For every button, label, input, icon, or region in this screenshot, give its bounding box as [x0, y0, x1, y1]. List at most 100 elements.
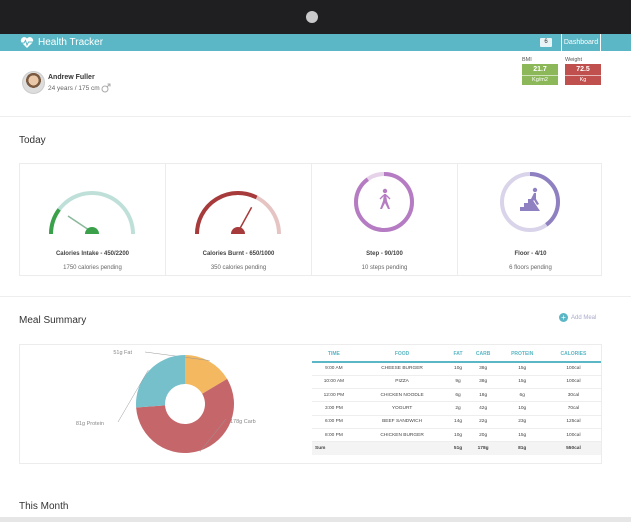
table-cell: CHICKEN NOODLE — [355, 388, 449, 403]
table-cell: 14g — [448, 415, 468, 429]
ring-value — [354, 172, 414, 232]
add-meal-button[interactable]: + Add Meal — [559, 313, 596, 322]
table-cell: 70cal — [545, 401, 601, 416]
table-cell: 15g — [498, 375, 546, 390]
steps-ring — [354, 172, 414, 232]
floors-card: Floor - 4/10 6 floors pending — [458, 164, 603, 275]
table-cell: 15g — [498, 428, 546, 443]
app-title: Health Tracker — [38, 37, 104, 48]
table-cell: 81g — [498, 441, 546, 456]
table-cell: 10:00 AM — [312, 375, 356, 390]
table-cell: 125cal — [545, 415, 601, 429]
plus-icon: + — [559, 313, 568, 322]
divider — [0, 296, 631, 297]
donut-slice — [135, 355, 185, 408]
table-cell: 100cal — [545, 428, 601, 443]
floors-ring — [500, 172, 560, 232]
table-cell: 51g — [448, 441, 468, 456]
table-cell: YOGURT — [355, 401, 449, 416]
table-cell: 9g — [448, 375, 468, 390]
table-cell: 42g — [467, 401, 499, 416]
ring-value — [500, 172, 560, 232]
donut-slice — [136, 378, 234, 453]
divider — [0, 116, 631, 117]
table-cell: 100cal — [545, 362, 601, 376]
table-cell: 38g — [467, 375, 499, 390]
table-cell: 3:00 PM — [312, 401, 356, 416]
card-subtitle: 6 floors pending — [509, 265, 552, 271]
table-row: 10:00 AM PIZZA 9g 38g 15g 100cal — [312, 375, 601, 390]
card-subtitle: 10 steps pending — [361, 265, 408, 271]
slice-label: 51g Fat — [113, 350, 132, 356]
card-subtitle: 1750 calories pending — [63, 265, 122, 271]
column-header: FAT — [448, 347, 468, 363]
camera — [306, 11, 318, 23]
calories-intake-card: Calories Intake - 450/2200 1750 calories… — [20, 164, 165, 275]
meal-summary-title: Meal Summary — [19, 315, 87, 326]
card-subtitle: 350 calories pending — [210, 265, 267, 271]
gauge-value — [195, 191, 258, 235]
calories-burnt-card: Calories Burnt - 650/1000 350 calories p… — [166, 164, 311, 275]
table-cell: 38g — [467, 362, 499, 376]
table-cell: CHICKEN BURGER — [355, 428, 449, 443]
walking-icon — [379, 188, 391, 209]
male-icon — [101, 83, 111, 93]
steps-card: Step - 90/100 10 steps pending — [312, 164, 457, 275]
table-row: 8:00 PM CHICKEN BURGER 10g 20g 15g 100cal — [312, 428, 601, 443]
column-header: CALORIES — [545, 347, 601, 363]
table-cell: 10g — [448, 362, 468, 376]
slice-leader — [199, 418, 227, 452]
dashboard-button[interactable]: Dashboard — [561, 34, 601, 51]
table-cell — [355, 441, 449, 456]
scroll-edge — [0, 517, 631, 522]
device-bezel — [0, 0, 631, 34]
table-cell: 30cal — [545, 388, 601, 403]
bmi-unit: Kg/m2 — [522, 75, 558, 85]
table-cell: 100cal — [545, 375, 601, 390]
table-cell: 2g — [448, 401, 468, 416]
card-title: Floor - 4/10 — [514, 251, 547, 257]
donut-svg: 51g Fat 178g Carb 81g Protein — [76, 350, 256, 453]
sum-row: Sum 51g 178g 81g 550cal — [312, 441, 601, 456]
stairs-icon — [520, 187, 540, 211]
table-cell: 6:00 PM — [312, 415, 356, 429]
column-header: CARB — [467, 347, 499, 363]
app-header: Health Tracker 6 Dashboard — [0, 34, 631, 51]
weight-box: 72.5 Kg — [565, 64, 601, 85]
slice-leader — [117, 369, 149, 423]
slice-label: 178g Carb — [230, 419, 256, 425]
notification-badge[interactable]: 6 — [540, 38, 552, 47]
avatar — [22, 71, 45, 94]
table-header-row: TIME FOOD FAT CARB PROTEIN CALORIES — [312, 347, 601, 363]
heart-pulse-icon — [20, 37, 34, 48]
table-cell: 10g — [498, 401, 546, 416]
table-row: 9:00 AM CHEESE BURGER 10g 38g 15g 100cal — [312, 362, 601, 376]
macro-donut-chart: 51g Fat 178g Carb 81g Protein — [20, 345, 310, 463]
slice-label: 81g Protein — [76, 421, 104, 427]
meal-table: TIME FOOD FAT CARB PROTEIN CALORIES 9:00 AM CH… — [312, 347, 601, 456]
table-cell: 20g — [467, 428, 499, 443]
table-cell: 18g — [467, 388, 499, 403]
weight-unit: Kg — [565, 75, 601, 85]
meal-panel: 51g Fat 178g Carb 81g Protein TIME FOOD FAT C… — [19, 344, 602, 464]
table-cell: 22g — [467, 415, 499, 429]
user-name: Andrew Fuller — [48, 74, 95, 81]
table-row: 3:00 PM YOGURT 2g 42g 10g 70cal — [312, 401, 601, 416]
card-title: Calories Intake - 450/2200 — [55, 251, 130, 257]
bmi-label: BMI — [522, 57, 532, 63]
table-cell: Sum — [312, 441, 356, 456]
calories-burnt-gauge — [195, 191, 281, 235]
bmi-value: 21.7 — [533, 66, 547, 73]
add-meal-label: Add Meal — [571, 314, 597, 321]
column-header: TIME — [312, 347, 356, 363]
today-panel: Calories Intake - 450/2200 1750 calories… — [19, 163, 602, 276]
gauge-hub — [231, 227, 245, 234]
card-title: Calories Burnt - 650/1000 — [202, 251, 275, 257]
donut-slice — [185, 355, 228, 394]
table-row: 6:00 PM BEEF SANDWICH 14g 22g 23g 125cal — [312, 415, 601, 429]
column-header: PROTEIN — [498, 347, 546, 363]
table-cell: 6g — [498, 388, 546, 403]
gauge-value — [49, 208, 61, 235]
table-cell: 8:00 PM — [312, 428, 356, 443]
user-meta: 24 years / 175 cm — [48, 85, 100, 92]
